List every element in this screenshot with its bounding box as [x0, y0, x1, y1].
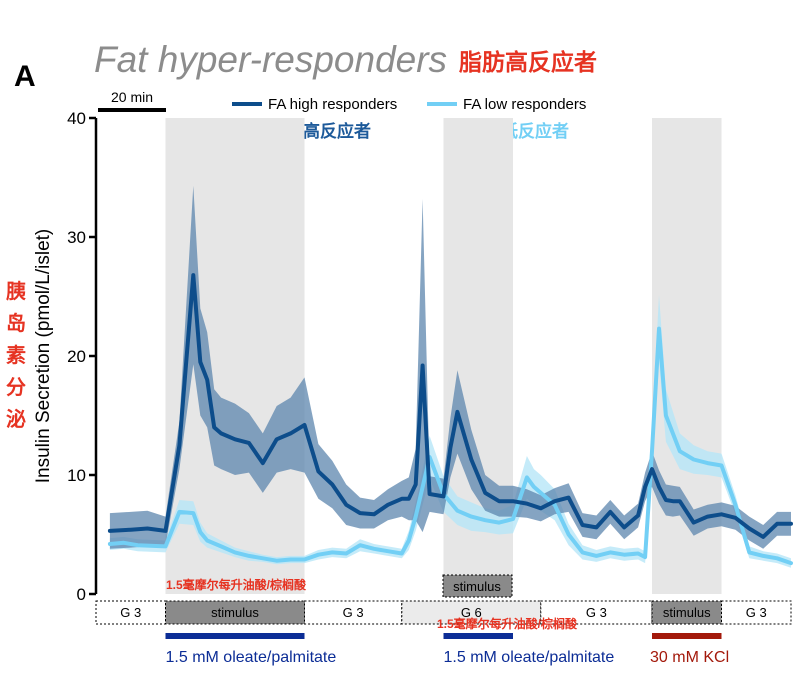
treatment-label-2: 1.5 mM oleate/palmitate — [444, 649, 615, 666]
condition-timeline: G 3 stimulus G 3 G 6 G 3 stimulus G 3 — [95, 600, 792, 625]
series-line-1 — [107, 273, 793, 539]
y-tick-label: 0 — [77, 585, 86, 604]
y-axis-label: Insulin Secretion (pmol/L/islet) — [33, 229, 54, 484]
timeline-segment-label: G 3 — [586, 605, 607, 620]
treatment-label-3: 30 mM KCl — [650, 649, 729, 666]
y-tick-label: 40 — [67, 109, 86, 128]
timeline-segment-label: G 3 — [120, 605, 141, 620]
y-axis-label-zh-char-2: 岛 — [6, 311, 26, 335]
y-axis-label-zh-char-5: 泌 — [6, 407, 26, 431]
float-stimulus-rect — [442, 574, 513, 598]
bottom-label-zh-1: 1.5毫摩尔每升油酸/棕榈酸 — [166, 577, 307, 592]
y-axis-label-zh: 胰 岛 素 分 泌 — [6, 279, 26, 431]
float-stimulus-label: stimulus — [453, 579, 501, 594]
float-stimulus-box: stimulus — [442, 574, 513, 598]
treatment-bars: 1.5 mM oleate/palmitate 1.5 mM oleate/pal… — [165, 633, 729, 666]
y-axis-label-zh-char-4: 分 — [6, 376, 26, 399]
series-line-2 — [107, 326, 793, 566]
error-band-1 — [109, 185, 791, 549]
y-axis-label-zh-char-3: 素 — [6, 343, 26, 367]
chart-title: Fat hyper-responders — [94, 39, 447, 80]
chart-title-zh: 脂肪高反应者 — [459, 49, 597, 75]
timeline-segment-7 — [721, 600, 792, 625]
panel-letter: A — [14, 60, 36, 93]
error-bands — [109, 185, 791, 568]
legend-label-low: FA low responders — [463, 96, 586, 113]
error-band-2 — [109, 295, 791, 568]
treatment-label-1: 1.5 mM oleate/palmitate — [166, 649, 337, 666]
timeline-segment-5 — [540, 600, 653, 625]
timeline-segment-label: stimulus — [663, 605, 711, 620]
y-tick-label: 10 — [67, 466, 86, 485]
bottom-label-zh-2: 1.5毫摩尔每升油酸/棕榈酸 — [437, 616, 578, 631]
y-tick-label: 30 — [67, 228, 86, 247]
timeline-segment-2 — [165, 600, 305, 625]
series-lines — [107, 273, 793, 566]
timeline-segment-label: G 6 — [461, 605, 482, 620]
timeline-segment-4 — [401, 600, 542, 625]
y-tick-label: 20 — [67, 347, 86, 366]
y-axis: 0 10 20 30 40 — [67, 109, 98, 604]
timeline-segment-label: stimulus — [211, 605, 259, 620]
y-axis-label-zh-char-1: 胰 — [6, 279, 26, 303]
timeline-segment-label: G 3 — [746, 605, 767, 620]
scale-bar-label: 20 min — [111, 89, 153, 105]
timeline-segment-label: G 3 — [343, 605, 364, 620]
legend-label-high: FA high responders — [268, 96, 397, 113]
